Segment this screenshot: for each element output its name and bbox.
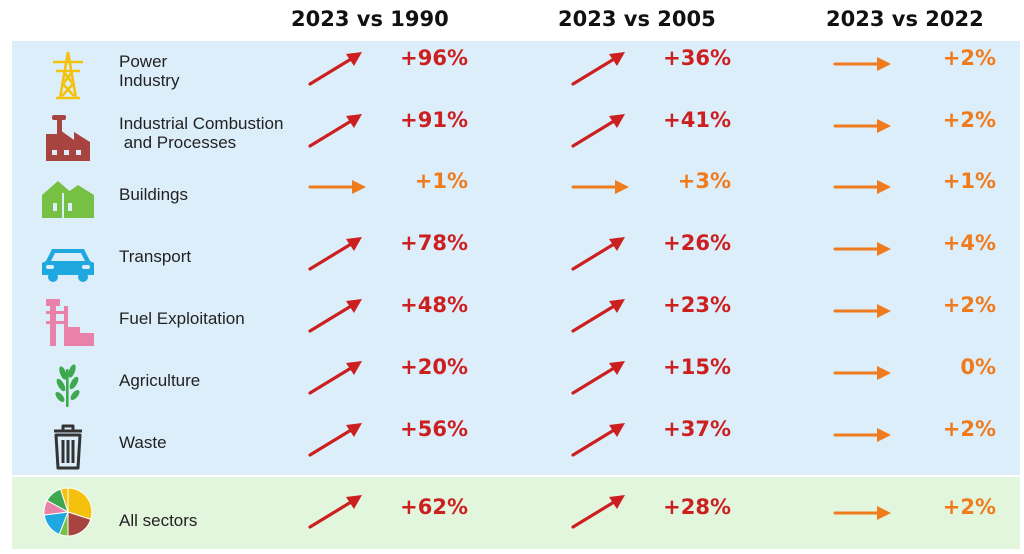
- arrow-right-icon: [831, 493, 895, 533]
- arrow-up-icon: [569, 419, 633, 459]
- arrow-right-icon: [831, 415, 895, 455]
- header-2023-vs-1990: 2023 vs 1990: [291, 7, 449, 31]
- change-value: +2%: [942, 293, 996, 317]
- change-value: +2%: [942, 108, 996, 132]
- header-2023-vs-2005: 2023 vs 2005: [558, 7, 716, 31]
- change-value: +96%: [400, 46, 468, 70]
- arrow-right-icon: [569, 167, 633, 207]
- arrow-up-icon: [569, 491, 633, 531]
- table-row: Buildings +1% +3% +1%: [0, 167, 1024, 229]
- change-value: +36%: [663, 46, 731, 70]
- change-value: +37%: [663, 417, 731, 441]
- arrow-up-icon: [306, 48, 370, 88]
- arrow-right-icon: [831, 44, 895, 84]
- change-value: +91%: [400, 108, 468, 132]
- change-value: +23%: [663, 293, 731, 317]
- arrow-up-icon: [306, 419, 370, 459]
- sector-label: Waste: [119, 433, 167, 452]
- arrow-up-icon: [569, 48, 633, 88]
- sector-label: Agriculture: [119, 371, 201, 390]
- sector-label: Fuel Exploitation: [119, 309, 245, 328]
- change-value: +41%: [663, 108, 731, 132]
- change-value: +15%: [663, 355, 731, 379]
- car-icon: [38, 235, 98, 285]
- houses-icon: [38, 173, 98, 223]
- change-value: +48%: [400, 293, 468, 317]
- sector-label: Power Industry: [119, 52, 180, 90]
- arrow-up-icon: [306, 110, 370, 150]
- change-value: +2%: [942, 417, 996, 441]
- pie-chart-icon: [38, 487, 98, 537]
- change-value: +1%: [942, 169, 996, 193]
- arrow-up-icon: [306, 295, 370, 335]
- change-value: +3%: [677, 169, 731, 193]
- change-value: +26%: [663, 231, 731, 255]
- arrow-up-icon: [306, 357, 370, 397]
- wheat-icon: [38, 359, 98, 409]
- header-2023-vs-2022: 2023 vs 2022: [826, 7, 984, 31]
- arrow-right-icon: [831, 291, 895, 331]
- arrow-up-icon: [569, 357, 633, 397]
- arrow-right-icon: [831, 167, 895, 207]
- table-row: Industrial Combustion and Processes +91%…: [0, 106, 1024, 168]
- arrow-up-icon: [569, 295, 633, 335]
- change-value: +78%: [400, 231, 468, 255]
- arrow-up-icon: [569, 110, 633, 150]
- arrow-right-icon: [831, 229, 895, 269]
- sector-label: Transport: [119, 247, 192, 266]
- sector-label: Industrial Combustion and Processes: [119, 114, 284, 152]
- arrow-right-icon: [831, 353, 895, 393]
- table-row: All sectors +62% +28% +2%: [0, 487, 1024, 549]
- arrow-up-icon: [306, 233, 370, 273]
- power-pylon-icon: [38, 50, 98, 100]
- change-value: +56%: [400, 417, 468, 441]
- table-row: Waste +56% +37% +2%: [0, 415, 1024, 477]
- change-value: +2%: [942, 46, 996, 70]
- change-value: +4%: [942, 231, 996, 255]
- trash-bin-icon: [38, 421, 98, 471]
- table-row: Agriculture +20% +15% 0%: [0, 353, 1024, 415]
- change-value: +62%: [400, 495, 468, 519]
- column-headers: 2023 vs 1990 2023 vs 2005 2023 vs 2022: [0, 0, 1024, 40]
- change-value: +1%: [414, 169, 468, 193]
- sector-label: Buildings: [119, 185, 188, 204]
- table-row: Transport +78% +26% +4%: [0, 229, 1024, 291]
- mine-tower-icon: [38, 297, 98, 347]
- sectors-panel: [12, 41, 1020, 475]
- change-value: 0%: [960, 355, 996, 379]
- table-row: Power Industry +96% +36% +2%: [0, 44, 1024, 106]
- sector-label: All sectors: [119, 511, 198, 530]
- change-value: +28%: [663, 495, 731, 519]
- table-row: Fuel Exploitation +48% +23% +2%: [0, 291, 1024, 353]
- arrow-right-icon: [831, 106, 895, 146]
- arrow-up-icon: [569, 233, 633, 273]
- change-value: +20%: [400, 355, 468, 379]
- arrow-up-icon: [306, 491, 370, 531]
- arrow-right-icon: [306, 167, 370, 207]
- change-value: +2%: [942, 495, 996, 519]
- factory-icon: [38, 112, 98, 162]
